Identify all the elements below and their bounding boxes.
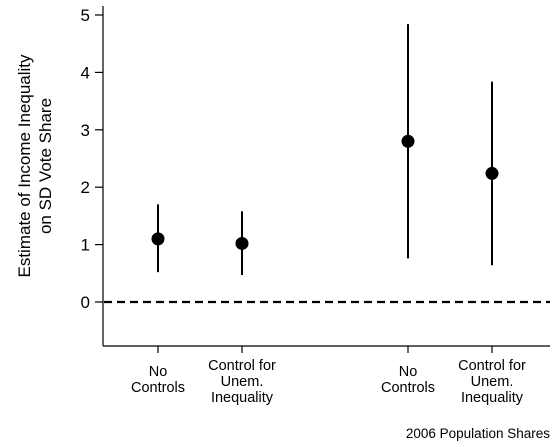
y-tick-label: 1 [81, 236, 90, 255]
y-axis-title-line-2: on SD Vote Share [36, 98, 55, 234]
y-tick-label: 2 [81, 178, 90, 197]
point-estimate-marker [485, 166, 499, 180]
x-category-label: No [399, 364, 418, 380]
point-estimate-marker [401, 134, 415, 148]
y-axis-title-line-1: Estimate of Income Inequality [15, 54, 34, 278]
y-tick-label: 5 [81, 6, 90, 25]
x-category-label: Inequality [211, 390, 274, 406]
x-category-label: Unem. [221, 374, 264, 390]
point-estimate-marker [151, 232, 165, 246]
y-tick-label: 4 [81, 63, 90, 82]
chart-note: 2006 Population Shares [406, 426, 550, 441]
x-category-label: Unem. [471, 374, 514, 390]
x-category-label: Control for [458, 358, 526, 374]
x-category-label: Controls [381, 380, 435, 396]
x-category-label: Inequality [461, 390, 524, 406]
plot-marks [151, 24, 499, 276]
x-category-label: Controls [131, 380, 185, 396]
point-estimate-marker [235, 236, 249, 250]
y-axis-ticks: 0 1 2 3 4 5 [81, 6, 103, 312]
y-tick-label: 3 [81, 121, 90, 140]
x-category-label: No [149, 364, 168, 380]
y-tick-label: 0 [81, 293, 90, 312]
x-category-label: Control for [208, 358, 276, 374]
